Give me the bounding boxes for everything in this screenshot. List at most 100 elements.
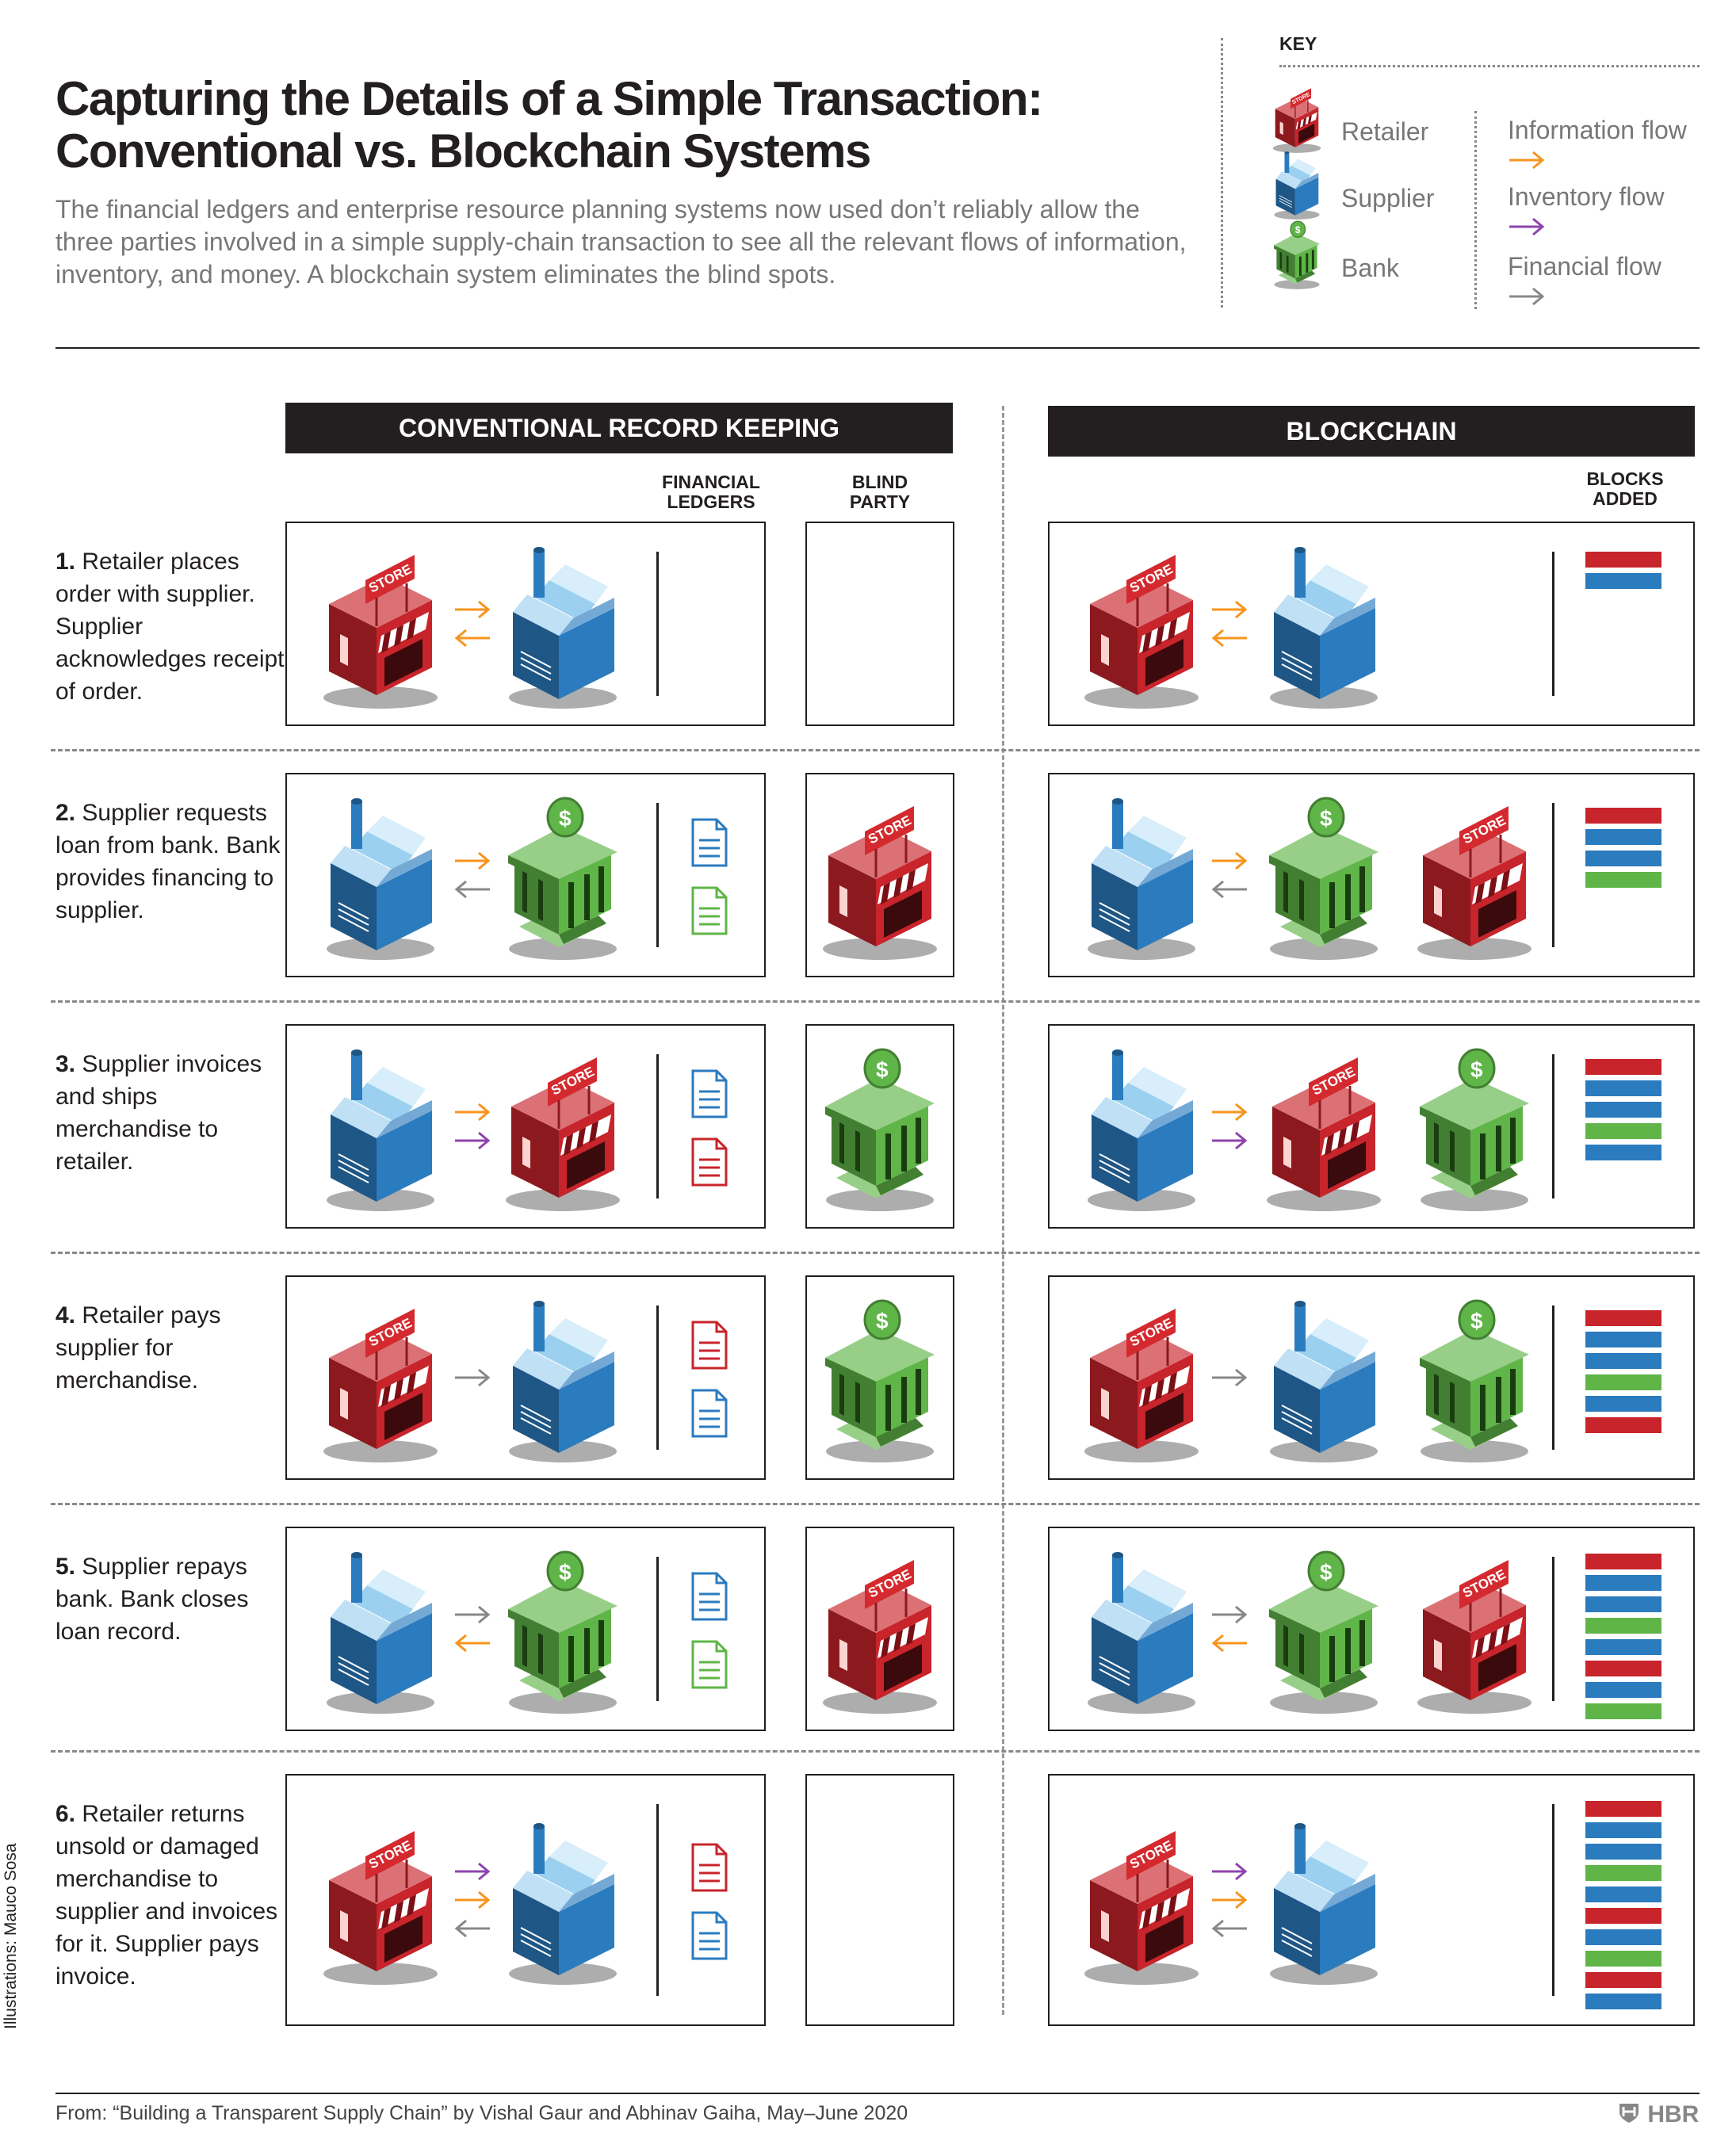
retailer-block xyxy=(1585,1972,1661,1988)
factory-icon xyxy=(321,798,440,962)
financial-flow-arrow xyxy=(453,1919,491,1942)
info-flow-arrow xyxy=(1210,629,1248,652)
key-divider-mid xyxy=(1474,111,1477,309)
step-number: 4. xyxy=(55,1302,76,1328)
bank-block xyxy=(1585,1865,1661,1881)
step-number: 6. xyxy=(55,1801,76,1827)
store-icon: STORE xyxy=(321,549,440,711)
store-icon: STORE xyxy=(503,1051,622,1214)
info-flow-arrow xyxy=(1210,851,1248,874)
info-flow-arrow xyxy=(1210,1634,1248,1657)
blocks-divider xyxy=(1552,1054,1554,1198)
column-divider xyxy=(1002,406,1004,2015)
svg-text:$: $ xyxy=(1320,1560,1333,1585)
supplier-block xyxy=(1585,1396,1661,1412)
row-separator-2 xyxy=(51,1000,1700,1003)
retailer-block xyxy=(1585,1661,1661,1676)
inventory-flow-arrow xyxy=(1210,1131,1248,1154)
supplier-block xyxy=(1585,1145,1661,1160)
store-icon: STORE xyxy=(1082,1302,1201,1465)
store-icon: STORE xyxy=(1271,86,1322,156)
factory-icon xyxy=(1264,1301,1383,1465)
supplier-ledger-doc-icon xyxy=(691,1069,728,1122)
supplier-ledger-doc-icon xyxy=(691,1911,728,1964)
step-number: 3. xyxy=(55,1051,76,1077)
retailer-block xyxy=(1585,1908,1661,1924)
blocks-header-line-2: ADDED xyxy=(1593,488,1658,509)
step-6-text: 6. Retailer returns unsold or damaged me… xyxy=(55,1798,285,1993)
ledger-divider xyxy=(656,1054,659,1198)
retailer-ledger-doc-icon xyxy=(691,1321,728,1374)
title-line-2: Conventional vs. Blockchain Systems xyxy=(55,124,871,178)
step-description: Supplier invoices and ships merchandise … xyxy=(55,1051,262,1175)
info-flow-arrow xyxy=(453,1634,491,1657)
info-flow-arrow xyxy=(453,1103,491,1126)
row-separator-1 xyxy=(51,749,1700,751)
bottom-rule xyxy=(55,2093,1700,2094)
blind-header-line-1: BLIND xyxy=(851,472,908,492)
factory-icon xyxy=(1082,1552,1201,1716)
supplier-ledger-doc-icon xyxy=(691,818,728,871)
store-icon: STORE xyxy=(1415,800,1534,962)
bank-ledger-doc-icon xyxy=(691,1640,728,1693)
svg-text:$: $ xyxy=(1320,806,1333,831)
supplier-block xyxy=(1585,1844,1661,1860)
financial-flow-arrow xyxy=(1210,1368,1248,1391)
retailer-ledger-doc-icon xyxy=(691,1843,728,1896)
info-flow-arrow xyxy=(453,600,491,623)
supplier-block xyxy=(1585,1639,1661,1655)
bank-icon: $ xyxy=(503,797,622,962)
step-number: 5. xyxy=(55,1554,76,1580)
svg-text:$: $ xyxy=(559,1560,572,1585)
supplier-block xyxy=(1585,1102,1661,1118)
blocks-column-header: BLOCKS ADDED xyxy=(1554,469,1696,509)
factory-icon xyxy=(321,1552,440,1716)
step-number: 2. xyxy=(55,800,76,826)
source-citation: From: “Building a Transparent Supply Cha… xyxy=(55,2102,908,2124)
supplier-block xyxy=(1585,1596,1661,1612)
row-separator-4 xyxy=(51,1503,1700,1505)
key-panel xyxy=(1221,32,1704,309)
inventory-flow-arrow xyxy=(453,1131,491,1154)
blind-party-box xyxy=(805,522,954,726)
factory-icon xyxy=(1082,798,1201,962)
bank-icon: $ xyxy=(1264,1550,1383,1716)
illustration-credit: Illustrations: Mauco Sosa xyxy=(2,1843,20,2029)
store-icon: STORE xyxy=(1082,549,1201,711)
bank-block xyxy=(1585,1703,1661,1719)
blocks-header-line-1: BLOCKS xyxy=(1586,468,1664,489)
factory-icon xyxy=(1271,151,1322,223)
retailer-block xyxy=(1585,808,1661,824)
hbr-logo: HBR xyxy=(1617,2101,1699,2128)
ledgers-header-line-2: LEDGERS xyxy=(667,491,755,512)
supplier-block xyxy=(1585,1080,1661,1096)
step-description: Supplier repays bank. Bank closes loan r… xyxy=(55,1554,249,1645)
ledgers-header-line-1: FINANCIAL xyxy=(662,472,760,492)
supplier-block xyxy=(1585,573,1661,589)
info-flow-arrow xyxy=(453,1890,491,1913)
svg-text:$: $ xyxy=(559,806,572,831)
info-flow-arrow xyxy=(1210,1890,1248,1913)
bank-icon: $ xyxy=(1415,1299,1534,1465)
svg-text:$: $ xyxy=(1470,1309,1483,1333)
supplier-block xyxy=(1585,1994,1661,2009)
store-icon: STORE xyxy=(820,800,939,962)
bank-block xyxy=(1585,1618,1661,1634)
ledger-divider xyxy=(656,803,659,947)
step-description: Retailer pays supplier for merchandise. xyxy=(55,1302,221,1393)
step-5-text: 5. Supplier repays bank. Bank closes loa… xyxy=(55,1550,285,1648)
key-party-label: Bank xyxy=(1341,254,1399,282)
factory-icon xyxy=(503,1301,622,1465)
blocks-divider xyxy=(1552,552,1554,696)
bank-ledger-doc-icon xyxy=(691,886,728,939)
supplier-block xyxy=(1585,1886,1661,1902)
blind-party-box xyxy=(805,1774,954,2026)
retailer-ledger-doc-icon xyxy=(691,1137,728,1191)
svg-text:$: $ xyxy=(1295,225,1301,235)
bank-icon: $ xyxy=(1415,1048,1534,1214)
bank-block xyxy=(1585,1951,1661,1967)
step-1-text: 1. Retailer places order with supplier. … xyxy=(55,545,285,708)
key-title: KEY xyxy=(1279,33,1317,54)
ledger-divider xyxy=(656,552,659,696)
row-separator-3 xyxy=(51,1252,1700,1254)
